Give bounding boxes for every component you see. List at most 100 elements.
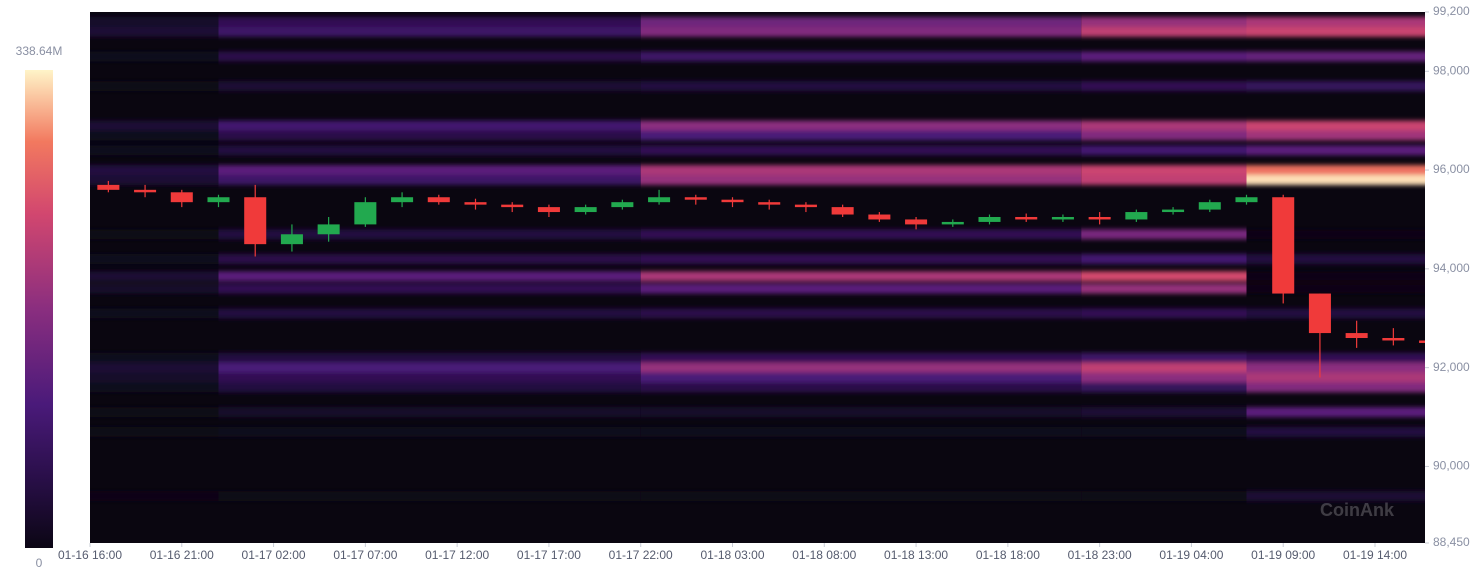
axes: 338.64M 0 88,450 90,000 92,000 94,000 96,000 98… — [16, 4, 1470, 570]
y-tick-label: 96,000 — [1433, 162, 1470, 176]
heat-cell — [1081, 372, 1247, 383]
x-tick-label: 01-18 13:00 — [884, 548, 948, 562]
candle-body — [1382, 338, 1405, 341]
colorbar — [25, 70, 53, 548]
heat-cell — [640, 426, 1082, 437]
heat-cell — [218, 174, 641, 185]
heat-cell — [90, 382, 219, 393]
heat-cell — [1246, 165, 1425, 176]
candle-body — [758, 202, 781, 205]
heat-cell — [1246, 16, 1425, 27]
heat-cell — [640, 145, 1082, 156]
candle-body — [207, 197, 230, 203]
heat-cell — [640, 491, 1082, 502]
y-tick-label: 99,200 — [1433, 4, 1470, 18]
heat-cell — [1081, 283, 1247, 294]
candle-body — [1051, 216, 1074, 220]
candle-body — [97, 184, 120, 190]
heat-cell — [218, 130, 641, 141]
heat-cell — [1081, 51, 1247, 62]
candle-body — [574, 207, 597, 213]
heat-cell — [640, 130, 1082, 141]
x-tick-label: 01-17 07:00 — [333, 548, 397, 562]
x-tick-label: 01-16 21:00 — [150, 548, 214, 562]
heat-cell — [90, 426, 219, 437]
y-tick-label: 98,000 — [1433, 63, 1470, 77]
candle-body — [1235, 197, 1258, 203]
candle-body — [134, 189, 157, 193]
heat-cell — [90, 165, 219, 176]
x-tick-label: 01-18 08:00 — [792, 548, 856, 562]
heat-cell — [640, 407, 1082, 418]
heat-cell — [640, 229, 1082, 240]
candle-body — [611, 202, 634, 208]
candle-body — [1198, 202, 1221, 210]
heat-cell — [1246, 271, 1425, 282]
candle-body — [317, 224, 340, 235]
candle-body — [464, 202, 487, 205]
heat-cell — [1081, 271, 1247, 282]
heat-cell — [1246, 491, 1425, 502]
heat-cell — [218, 165, 641, 176]
candle-body — [1419, 340, 1425, 343]
heat-cell — [218, 308, 641, 319]
heat-cell — [640, 362, 1082, 373]
heat-cell — [1246, 308, 1425, 319]
heat-cell — [1246, 253, 1425, 264]
heat-cell — [1081, 145, 1247, 156]
candle-body — [684, 197, 707, 200]
candle-body — [170, 192, 193, 203]
candle-body — [648, 197, 671, 203]
heat-cell — [218, 491, 641, 502]
heat-cell — [1246, 130, 1425, 141]
heat-cell — [90, 51, 219, 62]
heat-cell — [1246, 81, 1425, 92]
heat-cell — [1081, 229, 1247, 240]
colorbar-min-label: 0 — [36, 556, 43, 570]
x-tick-label: 01-17 17:00 — [517, 548, 581, 562]
x-tick-label: 01-17 22:00 — [609, 548, 673, 562]
colorbar-max-label: 338.64M — [16, 44, 63, 58]
x-tick-label: 01-17 12:00 — [425, 548, 489, 562]
heat-cell — [1081, 120, 1247, 131]
candle-body — [1125, 212, 1148, 220]
heat-cell — [90, 372, 219, 383]
candle-body — [501, 204, 524, 208]
heat-cell — [218, 426, 641, 437]
candle-body — [1272, 197, 1295, 294]
heat-cell — [1246, 26, 1425, 37]
heat-cell — [1246, 426, 1425, 437]
heat-cell — [90, 253, 219, 264]
candle-body — [794, 204, 817, 208]
heat-cell — [640, 283, 1082, 294]
heat-cell — [90, 491, 219, 502]
heat-cell — [640, 26, 1082, 37]
heat-cell — [1081, 130, 1247, 141]
candle-body — [1345, 333, 1368, 339]
heat-cell — [90, 407, 219, 418]
heat-cell — [640, 81, 1082, 92]
x-tick-label: 01-18 18:00 — [976, 548, 1040, 562]
heat-cell — [218, 271, 641, 282]
heat-cell — [90, 26, 219, 37]
heat-cell — [1081, 308, 1247, 319]
heat-cell — [90, 352, 219, 363]
heat-cell — [1081, 426, 1247, 437]
x-tick-label: 01-19 04:00 — [1159, 548, 1223, 562]
heat-cell — [218, 407, 641, 418]
heat-cell — [218, 51, 641, 62]
heat-cell — [1246, 174, 1425, 185]
heat-cell — [218, 16, 641, 27]
heat-cell — [90, 174, 219, 185]
heat-cell — [640, 174, 1082, 185]
x-tick-label: 01-19 14:00 — [1343, 548, 1407, 562]
watermark: CoinAnk — [1320, 500, 1395, 520]
heat-cell — [218, 362, 641, 373]
x-tick-label: 01-19 09:00 — [1251, 548, 1315, 562]
candle-body — [427, 197, 450, 203]
heat-cell — [90, 229, 219, 240]
y-tick-label: 92,000 — [1433, 360, 1470, 374]
heat-cell — [640, 253, 1082, 264]
y-tick-label: 88,450 — [1433, 535, 1470, 549]
